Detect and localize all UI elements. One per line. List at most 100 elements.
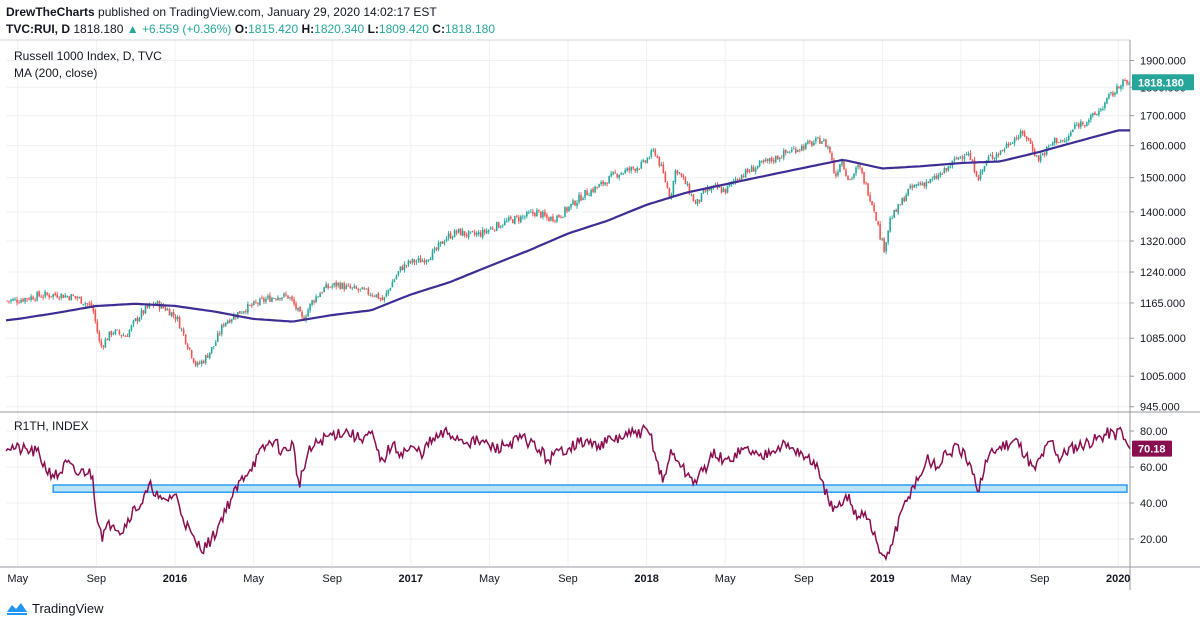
candle-body bbox=[893, 210, 895, 218]
candle-body bbox=[467, 231, 470, 238]
candle-body bbox=[578, 194, 580, 203]
candle-body bbox=[102, 346, 105, 348]
candle-body bbox=[94, 310, 97, 322]
candle-body bbox=[1102, 108, 1104, 110]
candle-body bbox=[754, 168, 757, 172]
candle-body bbox=[50, 296, 52, 298]
candle-body bbox=[1082, 122, 1084, 125]
candle-body bbox=[166, 309, 169, 311]
candle-body bbox=[668, 188, 671, 198]
candle-body bbox=[98, 332, 101, 342]
candle-body bbox=[662, 164, 665, 173]
candle-body bbox=[299, 306, 301, 312]
candle-body bbox=[16, 299, 18, 303]
symbol-label[interactable]: TVC:RUI, D bbox=[6, 22, 70, 36]
close-value: 1818.180 bbox=[444, 22, 496, 36]
high-value: 1820.340 bbox=[314, 22, 365, 36]
candle-body bbox=[18, 302, 20, 304]
chart-area[interactable]: 1900.0001800.0001700.0001600.0001500.000… bbox=[0, 38, 1200, 594]
candle-body bbox=[676, 170, 679, 174]
candle-body bbox=[1005, 143, 1008, 149]
candle-body bbox=[226, 320, 229, 324]
candle-body bbox=[803, 145, 805, 150]
candle-body bbox=[788, 152, 791, 154]
candle-body bbox=[909, 185, 912, 189]
candle-body bbox=[610, 173, 612, 177]
candle-body bbox=[626, 168, 629, 171]
candle-body bbox=[132, 320, 135, 325]
candle-body bbox=[198, 362, 201, 364]
candle-body bbox=[337, 282, 339, 286]
support-band-rectangle[interactable] bbox=[52, 484, 1128, 493]
candle-body bbox=[84, 303, 87, 305]
candle-body bbox=[847, 175, 849, 180]
candle-body bbox=[642, 160, 645, 162]
candle-body bbox=[845, 169, 847, 176]
candle-body bbox=[391, 282, 394, 288]
candle-body bbox=[941, 173, 944, 175]
tradingview-footer[interactable]: TradingView bbox=[6, 600, 104, 620]
r1th-line[interactable] bbox=[5, 423, 1131, 562]
candle-body bbox=[516, 215, 518, 217]
candle-body bbox=[407, 260, 410, 265]
candle-body bbox=[1126, 80, 1128, 84]
candle-body bbox=[319, 293, 321, 297]
candle-body bbox=[690, 194, 693, 196]
candle-body bbox=[419, 258, 422, 263]
candle-body bbox=[758, 161, 761, 167]
candle-body bbox=[905, 195, 908, 202]
candle-body bbox=[945, 168, 948, 171]
candle-body bbox=[688, 184, 691, 195]
candle-body bbox=[873, 205, 875, 212]
candle-body bbox=[202, 360, 205, 364]
candle-body bbox=[349, 286, 352, 289]
author-name[interactable]: DrewTheCharts bbox=[6, 5, 95, 19]
candle-body bbox=[522, 216, 524, 218]
candle-body bbox=[233, 314, 235, 320]
candle-body bbox=[819, 137, 821, 144]
candle-body bbox=[405, 264, 408, 266]
candle-body bbox=[793, 148, 795, 150]
candle-body bbox=[694, 202, 697, 204]
price-tick-label: 1900.000 bbox=[1140, 55, 1186, 67]
candle-body bbox=[28, 298, 30, 300]
candle-body bbox=[120, 334, 123, 336]
candle-body bbox=[323, 287, 325, 293]
candle-body bbox=[1078, 123, 1080, 128]
candle-body bbox=[823, 139, 825, 141]
candle-body bbox=[1021, 131, 1024, 134]
candle-body bbox=[429, 258, 432, 261]
candle-body bbox=[917, 183, 920, 186]
candle-body bbox=[411, 258, 414, 263]
candle-body bbox=[265, 298, 267, 302]
candle-body bbox=[455, 231, 458, 234]
candle-body bbox=[449, 233, 452, 239]
price-tick-label: 1165.000 bbox=[1140, 298, 1185, 310]
candle-body bbox=[325, 284, 327, 289]
candle-body bbox=[592, 188, 594, 192]
candle-body bbox=[674, 170, 677, 182]
price-pane-title: Russell 1000 Index, D, TVC bbox=[14, 49, 162, 63]
candle-body bbox=[24, 298, 26, 302]
candle-body bbox=[614, 172, 616, 174]
candle-body bbox=[933, 175, 936, 179]
candle-body bbox=[648, 157, 651, 159]
candle-body bbox=[959, 156, 962, 158]
candle-body bbox=[457, 228, 460, 233]
candle-body bbox=[628, 168, 631, 171]
candle-body bbox=[961, 157, 964, 159]
candle-body bbox=[620, 173, 622, 175]
candle-body bbox=[273, 298, 275, 299]
candle-body bbox=[224, 322, 227, 326]
candle-body bbox=[255, 301, 257, 303]
price-tick-label: 1700.000 bbox=[1140, 111, 1186, 123]
candle-body bbox=[965, 154, 968, 156]
candle-body bbox=[831, 153, 833, 160]
candle-body bbox=[204, 355, 207, 363]
candle-body bbox=[572, 200, 574, 205]
candle-body bbox=[144, 305, 147, 314]
candle-body bbox=[279, 298, 281, 300]
ma-200-line[interactable] bbox=[5, 129, 1130, 323]
candle-body bbox=[369, 294, 372, 296]
candle-body bbox=[995, 154, 998, 159]
